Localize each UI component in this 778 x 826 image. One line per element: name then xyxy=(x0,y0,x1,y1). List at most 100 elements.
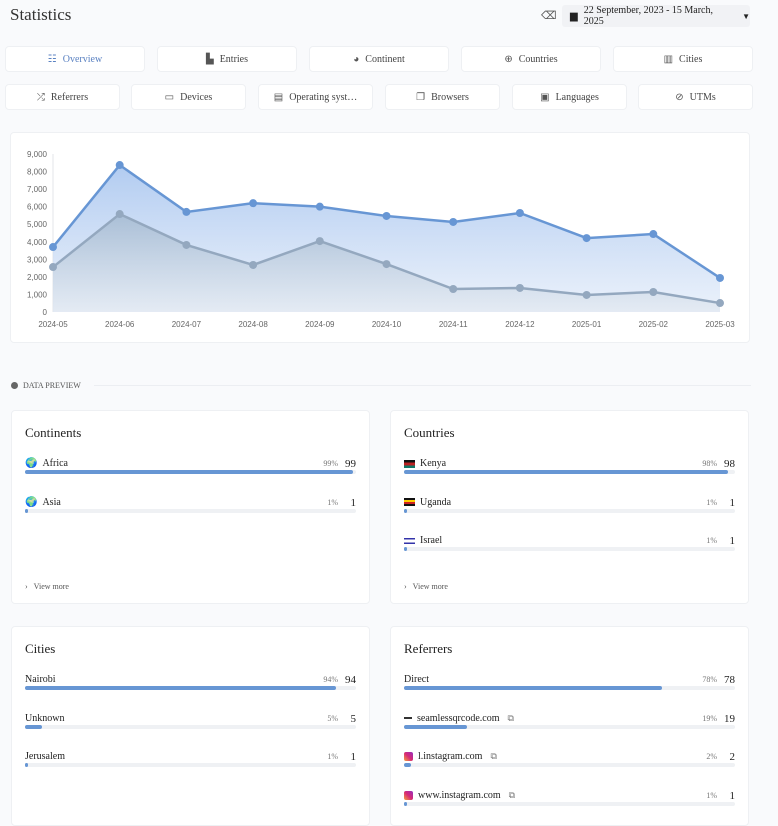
series-1-point[interactable] xyxy=(582,234,591,243)
series-2-point[interactable] xyxy=(649,287,658,296)
progress-bar xyxy=(25,508,356,513)
list-item[interactable]: Nairobi 94% 94 xyxy=(25,674,356,704)
series-2-point[interactable] xyxy=(315,237,324,246)
data-preview-header: DATA PREVIEW xyxy=(11,381,751,390)
item-label-group: 🌍 Asia xyxy=(25,497,61,508)
item-label: Israel xyxy=(420,535,443,546)
series-2-point[interactable] xyxy=(582,290,591,299)
item-label: Unknown xyxy=(25,712,65,724)
browser-icon: ❐ xyxy=(416,91,426,103)
series-2-point[interactable] xyxy=(115,210,124,219)
tab-referrers[interactable]: ⤮ Referrers xyxy=(5,84,120,110)
series-1-point[interactable] xyxy=(182,207,191,216)
tab-devices[interactable]: ▭ Devices xyxy=(131,84,246,110)
tab-cities[interactable]: ▥ Cities xyxy=(613,46,753,72)
series-2-point[interactable] xyxy=(49,263,57,272)
progress-fill xyxy=(404,470,729,474)
series-1-point[interactable] xyxy=(515,208,524,217)
series-1-point[interactable] xyxy=(115,161,124,170)
series-1-point[interactable] xyxy=(649,230,658,239)
series-1-point[interactable] xyxy=(49,243,57,252)
tab-entries[interactable]: ▙ Entries xyxy=(157,46,297,72)
instagram-icon xyxy=(404,790,413,800)
series-1-point[interactable] xyxy=(249,199,258,208)
external-link-icon[interactable]: ⧉ xyxy=(490,751,497,761)
series-2-point[interactable] xyxy=(249,260,258,269)
tab-continent[interactable]: ◕ Continent xyxy=(309,46,449,72)
data-preview-label: DATA PREVIEW xyxy=(23,381,81,390)
tab-languages[interactable]: ▣ Languages xyxy=(512,84,627,110)
tab-countries[interactable]: ⊕ Countries xyxy=(461,46,601,72)
clear-filter-icon[interactable]: ⌫ xyxy=(541,10,557,22)
item-count: 19 xyxy=(724,712,735,725)
series-2-point[interactable] xyxy=(449,285,458,294)
date-range-picker[interactable]: ▆ 22 September, 2023 - 15 March, 2025 ▼ xyxy=(562,5,750,27)
divider xyxy=(93,385,751,386)
series-1-point[interactable] xyxy=(382,211,391,220)
item-label: Nairobi xyxy=(25,674,56,685)
tab-operating-syst-[interactable]: ▤ Operating syst… xyxy=(258,84,373,110)
list-item[interactable]: Direct 78% 78 xyxy=(404,674,735,704)
tab-overview[interactable]: ☷ Overview xyxy=(5,46,145,72)
item-count: 5 xyxy=(350,712,357,725)
item-label: Uganda xyxy=(420,496,452,508)
site-favicon-icon xyxy=(404,717,412,719)
x-tick-label: 2024-07 xyxy=(172,320,202,329)
external-link-icon[interactable]: ⧉ xyxy=(507,712,514,723)
item-label-group: l.instagram.com ⧉ xyxy=(404,751,497,762)
list-item[interactable]: 🌍 Asia 1% 1 xyxy=(25,497,356,527)
series-2-point[interactable] xyxy=(515,283,524,292)
item-label: Asia xyxy=(42,496,61,508)
item-label: www.instagram.com xyxy=(418,789,501,801)
view-more-link[interactable]: › View more xyxy=(404,582,448,591)
list-item[interactable]: www.instagram.com ⧉ 1% 1 xyxy=(404,790,735,820)
item-label-group: Israel xyxy=(404,535,442,546)
series-2-point[interactable] xyxy=(716,299,724,308)
y-tick-label: 9,000 xyxy=(27,150,48,159)
globe-icon: ◕ xyxy=(353,53,360,65)
external-link-icon[interactable]: ⧉ xyxy=(508,789,516,800)
list-item[interactable]: Unknown 5% 5 xyxy=(25,713,356,743)
tab-browsers[interactable]: ❐ Browsers xyxy=(385,84,500,110)
tab-label: Overview xyxy=(62,53,103,65)
y-tick-label: 3,000 xyxy=(27,255,48,264)
series-2-point[interactable] xyxy=(182,240,191,249)
instagram-icon xyxy=(404,752,413,761)
series-1-point[interactable] xyxy=(716,273,724,282)
x-tick-label: 2024-12 xyxy=(505,320,535,329)
chevron-right-icon: › xyxy=(25,582,28,591)
tab-label: Countries xyxy=(518,53,558,65)
x-tick-label: 2024-05 xyxy=(38,320,68,329)
server-icon: ▤ xyxy=(273,91,284,103)
item-count: 1 xyxy=(350,496,357,509)
series-1-point[interactable] xyxy=(315,202,324,211)
list-item[interactable]: seamlessqrcode.com ⧉ 19% 19 xyxy=(404,713,735,743)
x-tick-label: 2024-06 xyxy=(105,320,135,329)
flag-uganda-icon xyxy=(404,498,415,506)
item-label: Africa xyxy=(42,458,68,469)
tab-utms[interactable]: ⊘ UTMs xyxy=(638,84,753,110)
progress-fill xyxy=(25,724,42,729)
item-count: 1 xyxy=(729,535,736,547)
progress-bar xyxy=(25,470,356,474)
item-percent: 1% xyxy=(706,497,717,507)
item-label-group: Direct xyxy=(404,674,429,685)
item-count: 99 xyxy=(345,458,356,470)
continents-card: Continents 🌍 Africa 99% 99 🌍 Asia 1% 1 › View more xyxy=(11,410,370,604)
progress-fill xyxy=(404,508,408,513)
list-item[interactable]: 🌍 Africa 99% 99 xyxy=(25,458,356,488)
info-icon xyxy=(11,382,18,389)
list-item[interactable]: Uganda 1% 1 xyxy=(404,497,735,527)
y-tick-label: 6,000 xyxy=(27,203,48,212)
list-item[interactable]: Kenya 98% 98 xyxy=(404,458,735,488)
item-label-group: Kenya xyxy=(404,458,446,469)
view-more-link[interactable]: › View more xyxy=(25,582,69,591)
list-item[interactable]: Israel 1% 1 xyxy=(404,535,735,565)
list-item[interactable]: l.instagram.com ⧉ 2% 2 xyxy=(404,751,735,781)
series-1-point[interactable] xyxy=(449,217,458,226)
x-tick-label: 2024-08 xyxy=(238,320,268,329)
x-tick-label: 2025-03 xyxy=(705,320,735,329)
series-2-point[interactable] xyxy=(382,260,391,269)
list-item[interactable]: Jerusalem 1% 1 xyxy=(25,751,356,781)
y-tick-label: 1,000 xyxy=(27,290,48,299)
